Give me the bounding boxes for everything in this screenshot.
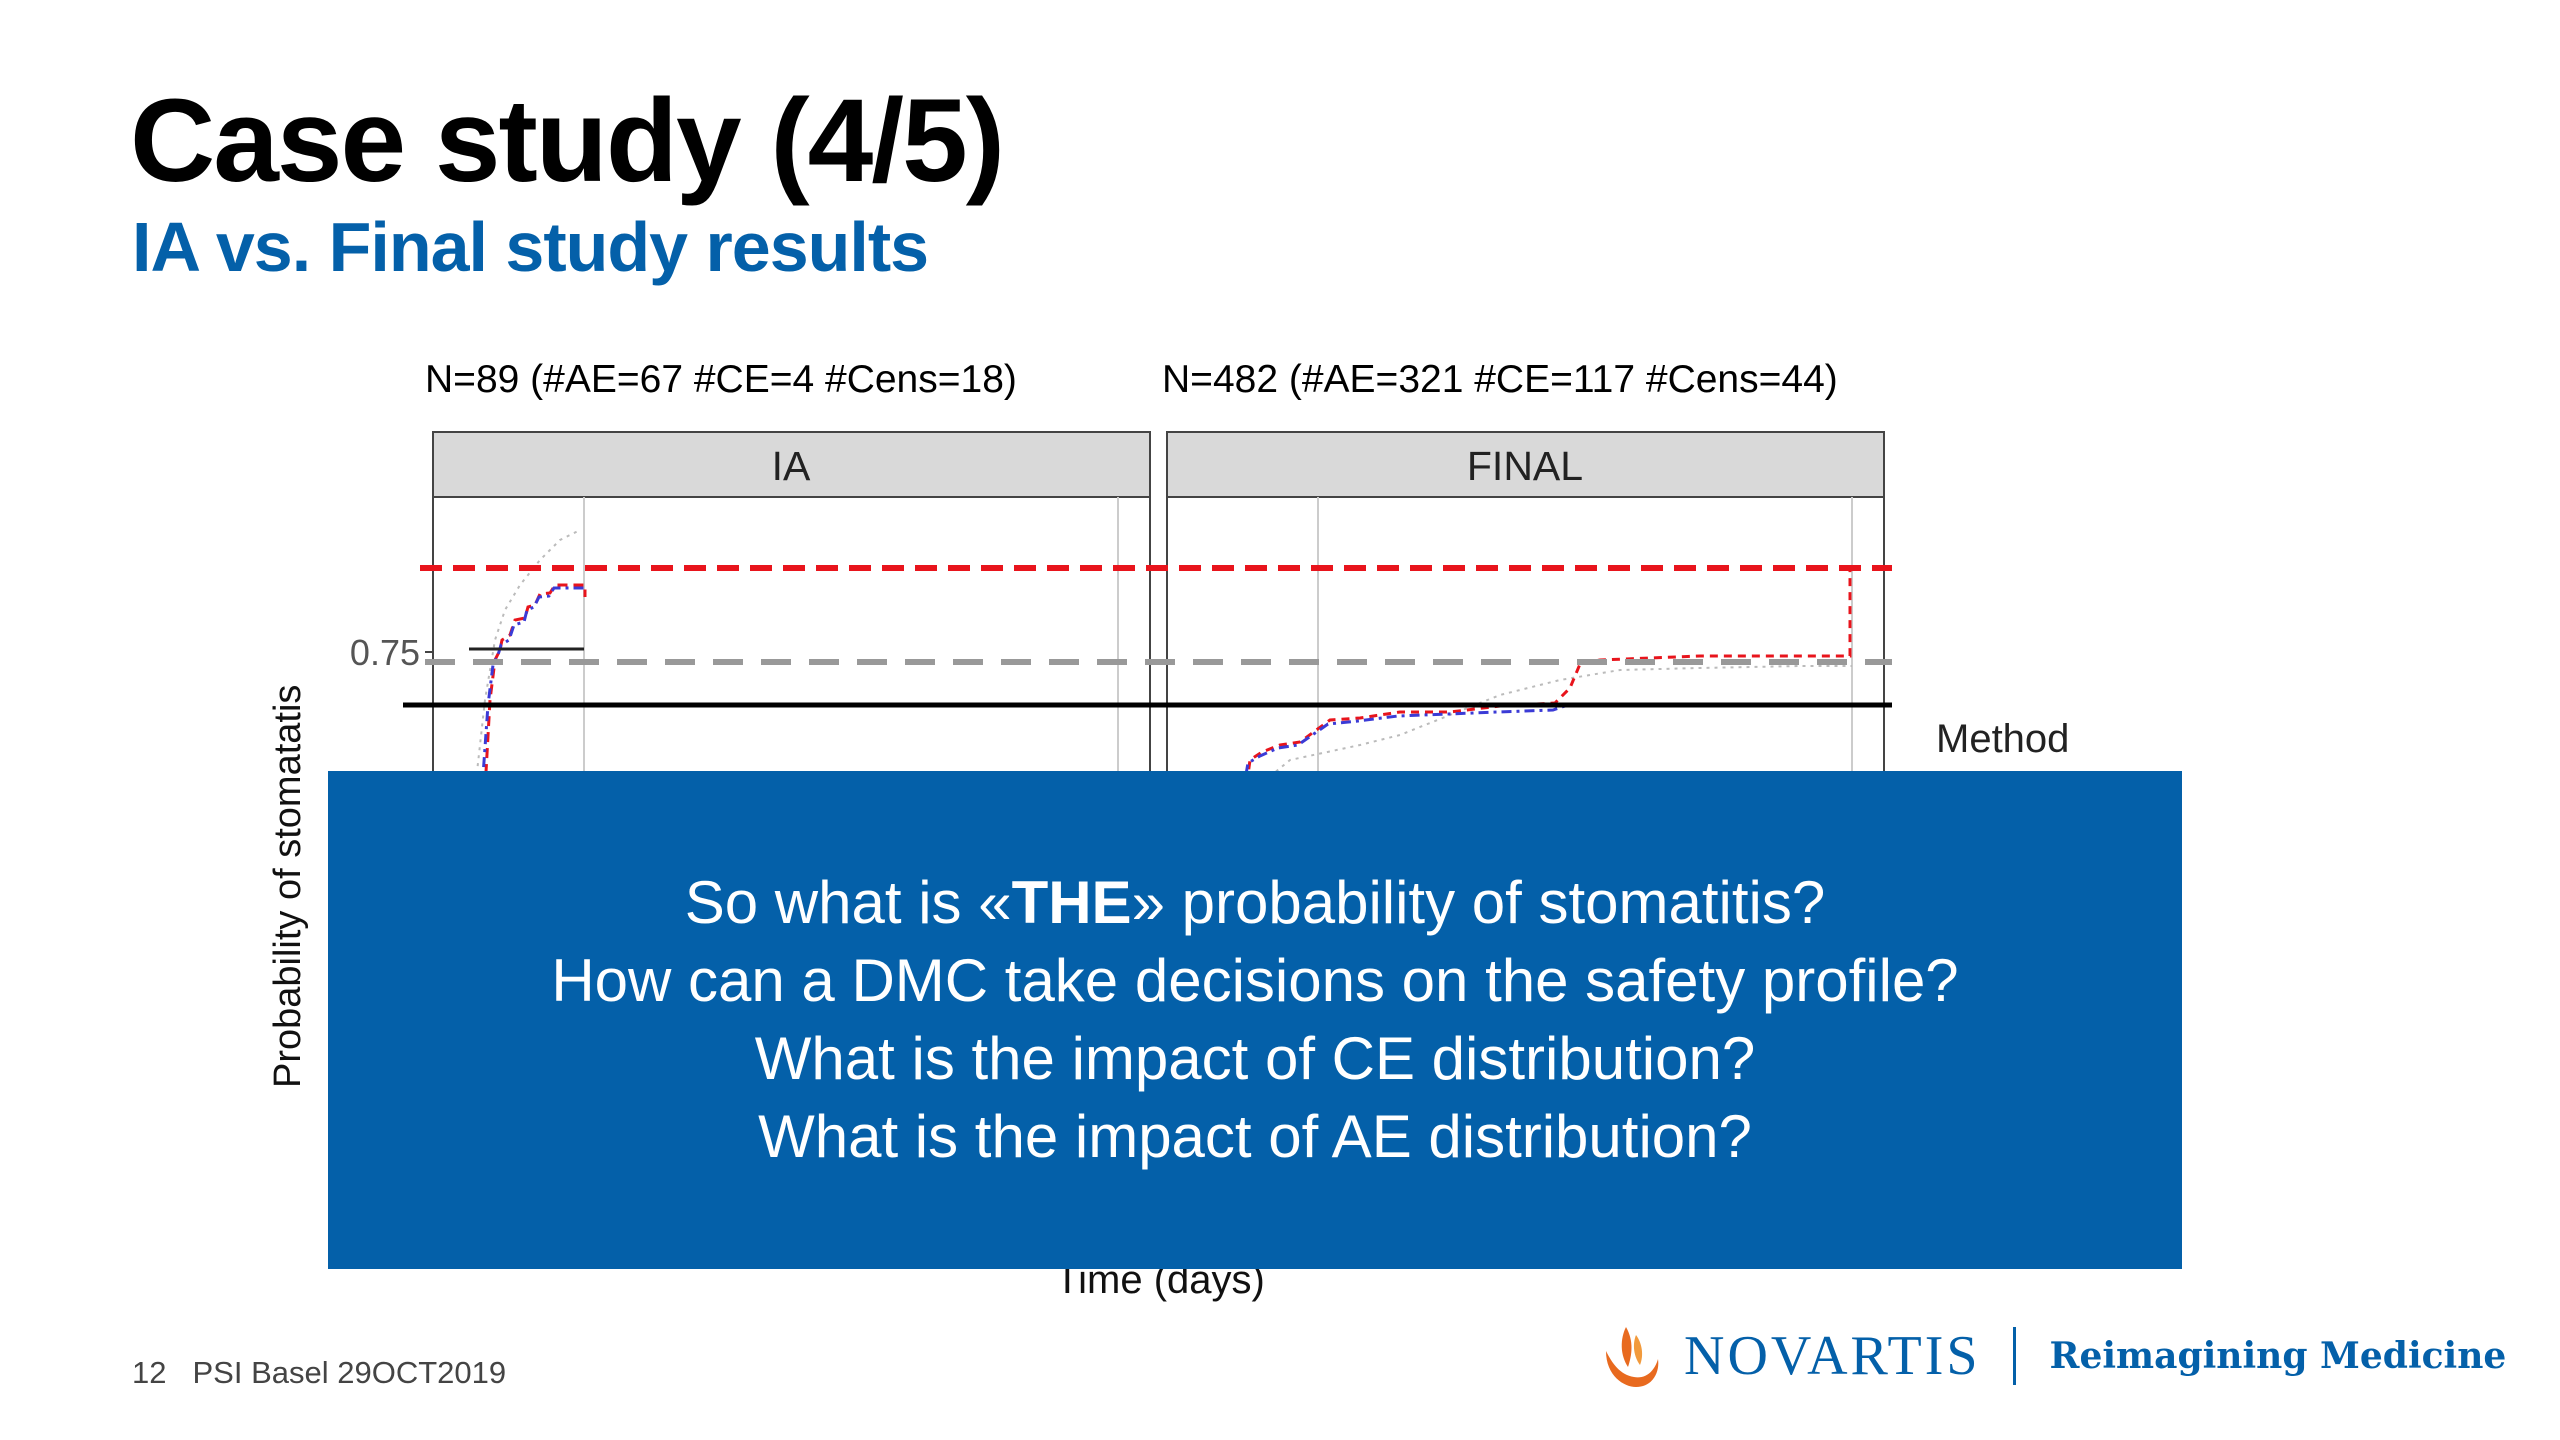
question-line-1-end: » probability of stomatitis? xyxy=(1131,869,1826,936)
y-axis-label: Probability of stomatatis xyxy=(267,685,309,1088)
series-curve-final-blue xyxy=(1240,704,1850,798)
question-line-1-start: So what is « xyxy=(684,869,1012,936)
panel-final xyxy=(1166,496,1885,798)
question-line-2: How can a DMC take decisions on the safe… xyxy=(551,947,1959,1014)
question-line-4: What is the impact of AE distribution? xyxy=(758,1103,1752,1170)
logo-tagline: Reimagining Medicine xyxy=(2049,1335,2507,1377)
event-label: PSI Basel 29OCT2019 xyxy=(192,1355,507,1390)
page-number: 12 xyxy=(132,1355,167,1390)
panel-ia xyxy=(432,496,1151,798)
strip-ia xyxy=(432,431,1151,498)
slide-title: Case study (4/5) xyxy=(130,75,1005,207)
series-curve-final-gray xyxy=(1244,665,1852,798)
series-curve-ia-blue xyxy=(480,586,584,791)
novartis-logo: NOVARTIS Reimagining Medicine xyxy=(1596,1316,2506,1396)
strip-label-ia: IA xyxy=(772,443,811,489)
y-tick-label: 0.75 xyxy=(350,632,420,673)
slide-subtitle: IA vs. Final study results xyxy=(132,208,929,286)
question-line-3: What is the impact of CE distribution? xyxy=(754,1025,1756,1092)
slide-footer: 12 PSI Basel 29OCT2019 xyxy=(132,1355,532,1391)
strip-final xyxy=(1166,431,1885,498)
novartis-flame-icon xyxy=(1606,1327,1659,1387)
question-line-1: So what is «THE» probability of stomatit… xyxy=(685,864,1826,942)
question-overlay: So what is «THE» probability of stomatit… xyxy=(328,771,2182,1269)
legend-title: Method xyxy=(1936,717,2069,761)
logo-divider xyxy=(2012,1327,2016,1385)
series-curve-final-red xyxy=(1243,570,1852,798)
panel-header-ia: N=89 (#AE=67 #CE=4 #Cens=18) xyxy=(425,358,1017,401)
question-line-1-emphasis: THE xyxy=(1011,869,1132,936)
logo-wordmark: NOVARTIS xyxy=(1684,1325,1981,1387)
series-curve-ia-red xyxy=(483,583,587,791)
strip-label-final: FINAL xyxy=(1467,443,1583,489)
panel-header-final: N=482 (#AE=321 #CE=117 #Cens=44) xyxy=(1162,358,1838,401)
